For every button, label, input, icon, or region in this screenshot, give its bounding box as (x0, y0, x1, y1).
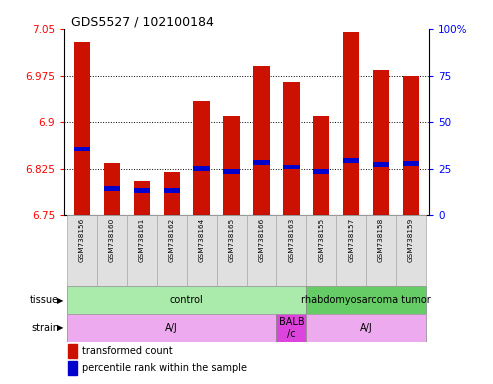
Text: GSM738165: GSM738165 (229, 218, 235, 262)
Bar (187, 215, 216, 286)
Text: GSM738162: GSM738162 (169, 218, 175, 262)
Text: tissue: tissue (30, 295, 59, 305)
Bar (313, 116, 329, 215)
Bar (336, 215, 366, 286)
Text: GSM738156: GSM738156 (79, 218, 85, 262)
Bar (403, 76, 419, 215)
Bar (277, 314, 306, 342)
Bar (246, 215, 277, 286)
Bar (74, 41, 90, 215)
Bar (223, 116, 240, 215)
Bar (157, 215, 187, 286)
Bar (253, 66, 270, 215)
Bar (104, 163, 120, 215)
Bar (343, 158, 359, 163)
Text: A/J: A/J (360, 323, 373, 333)
Text: GSM738161: GSM738161 (139, 218, 145, 262)
Bar (67, 314, 277, 342)
Text: GSM738166: GSM738166 (258, 218, 264, 262)
Bar (68, 361, 77, 375)
Text: A/J: A/J (165, 323, 178, 333)
Text: BALB
/c: BALB /c (279, 317, 304, 339)
Bar (223, 169, 240, 174)
Bar (97, 215, 127, 286)
Bar (306, 314, 426, 342)
Text: ▶: ▶ (57, 296, 63, 305)
Bar (193, 101, 210, 215)
Bar (283, 164, 300, 169)
Bar (134, 181, 150, 215)
Bar (164, 172, 180, 215)
Text: GSM738163: GSM738163 (288, 218, 294, 262)
Bar (74, 147, 90, 151)
Text: GDS5527 / 102100184: GDS5527 / 102100184 (71, 15, 214, 28)
Bar (127, 215, 157, 286)
Bar (306, 286, 426, 314)
Bar (164, 188, 180, 193)
Text: rhabdomyosarcoma tumor: rhabdomyosarcoma tumor (301, 295, 431, 305)
Text: percentile rank within the sample: percentile rank within the sample (82, 363, 247, 373)
Text: GSM738160: GSM738160 (109, 218, 115, 262)
Bar (67, 286, 306, 314)
Text: GSM738164: GSM738164 (199, 218, 205, 262)
Text: GSM738155: GSM738155 (318, 218, 324, 262)
Bar (396, 215, 426, 286)
Text: GSM738159: GSM738159 (408, 218, 414, 262)
Text: GSM738158: GSM738158 (378, 218, 384, 262)
Bar (366, 215, 396, 286)
Bar (283, 82, 300, 215)
Bar (253, 159, 270, 164)
Bar (216, 215, 246, 286)
Bar (306, 215, 336, 286)
Bar (313, 169, 329, 174)
Bar (104, 185, 120, 190)
Bar (373, 70, 389, 215)
Text: control: control (170, 295, 204, 305)
Bar (403, 161, 419, 166)
Bar (193, 166, 210, 171)
Bar (67, 215, 97, 286)
Text: strain: strain (31, 323, 59, 333)
Text: GSM738157: GSM738157 (348, 218, 354, 262)
Text: ▶: ▶ (57, 323, 63, 333)
Bar (373, 162, 389, 167)
Bar (277, 215, 306, 286)
Text: transformed count: transformed count (82, 346, 173, 356)
Bar (134, 188, 150, 193)
Bar (68, 344, 77, 358)
Bar (343, 32, 359, 215)
